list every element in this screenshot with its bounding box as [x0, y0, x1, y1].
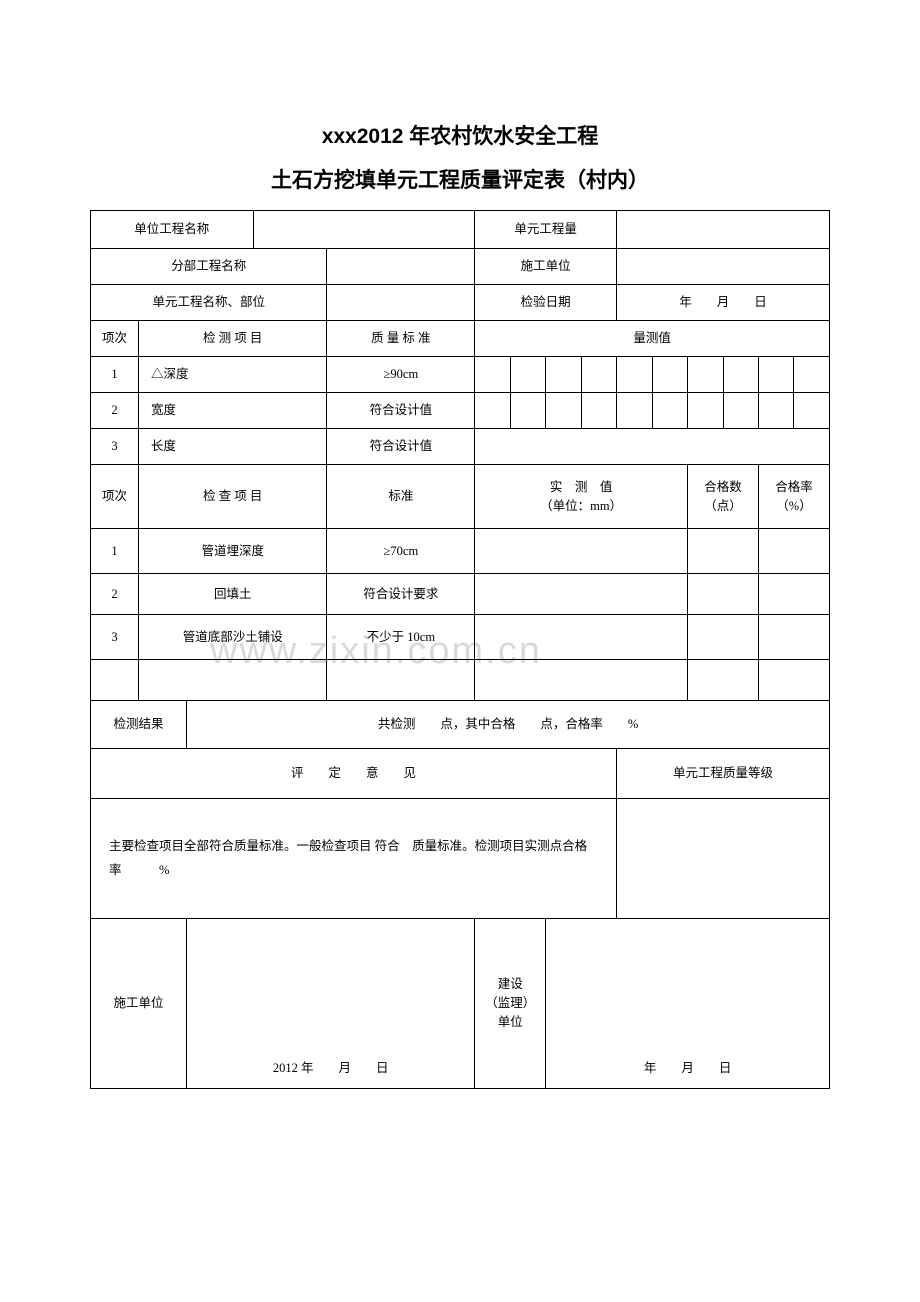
- insp-measured-label: 实 测 值 （单位：mm）: [475, 465, 688, 529]
- insp-row-standard: 符合设计要求: [327, 574, 475, 615]
- sig-construction-date: 2012 年 月 日: [187, 919, 475, 1089]
- insp-cell: [688, 660, 759, 701]
- insp-row-empty: [91, 660, 139, 701]
- sig-construction-label: 施工单位: [91, 919, 187, 1089]
- result-text: 共检测 点，其中合格 点，合格率 %: [187, 701, 830, 749]
- det-cell: [546, 393, 581, 429]
- det-cell: [546, 357, 581, 393]
- det-cell: [794, 357, 830, 393]
- det-cell: [723, 357, 758, 393]
- insp-row-seq: 2: [91, 574, 139, 615]
- det-row-seq: 3: [91, 429, 139, 465]
- det-cell: [652, 393, 687, 429]
- det-row-standard: 符合设计值: [327, 393, 475, 429]
- evaluation-form: 单位工程名称 单元工程量 分部工程名称 施工单位 单元工程名称、部位 检验日期 …: [90, 210, 830, 1089]
- det-cell: [759, 393, 794, 429]
- insp-cell: [759, 615, 830, 660]
- det-cell: [475, 393, 510, 429]
- det-cell: [581, 357, 616, 393]
- det-row-item: △深度: [139, 357, 327, 393]
- det-standard-label: 质 量 标 准: [327, 321, 475, 357]
- opinion-title: 评 定 意 见: [91, 749, 617, 799]
- sig-sup-l3: 单位: [498, 1015, 523, 1029]
- det-item-label: 检 测 项 目: [139, 321, 327, 357]
- insp-row-item: 回填土: [139, 574, 327, 615]
- insp-row-item: 管道底部沙土铺设: [139, 615, 327, 660]
- det-row-seq: 2: [91, 393, 139, 429]
- insp-pass-count-text: 合格数: [704, 480, 742, 494]
- insp-row-empty: [327, 660, 475, 701]
- det-row-item: 长度: [139, 429, 327, 465]
- unit-project-name-value: [253, 211, 475, 249]
- unit-project-part-label: 单元工程名称、部位: [91, 285, 327, 321]
- det-row-standard: ≥90cm: [327, 357, 475, 393]
- sig-sup-l2: （监理）: [485, 996, 535, 1010]
- insp-row-item: 管道埋深度: [139, 529, 327, 574]
- insp-pass-rate-text: 合格率: [775, 480, 813, 494]
- result-label: 检测结果: [91, 701, 187, 749]
- insp-cell: [759, 574, 830, 615]
- sig-supervision-label: 建设 （监理） 单位: [475, 919, 546, 1089]
- construction-unit-value: [617, 249, 830, 285]
- det-cell: [581, 393, 616, 429]
- insp-cell: [759, 529, 830, 574]
- det-measured-label: 量测值: [475, 321, 830, 357]
- inspection-date-value: 年 月 日: [617, 285, 830, 321]
- insp-item-label: 检 查 项 目: [139, 465, 327, 529]
- det-row-standard: 符合设计值: [327, 429, 475, 465]
- opinion-text: 主要检查项目全部符合质量标准。一般检查项目 符合 质量标准。检测项目实测点合格率…: [91, 799, 617, 919]
- sub-project-name-label: 分部工程名称: [91, 249, 327, 285]
- det-cell: [510, 357, 545, 393]
- det-cell: [475, 357, 510, 393]
- insp-standard-label: 标准: [327, 465, 475, 529]
- grade-label: 单元工程质量等级: [617, 749, 830, 799]
- insp-pass-rate-label: 合格率 （%）: [759, 465, 830, 529]
- unit-project-qty-value: [617, 211, 830, 249]
- sub-project-name-value: [327, 249, 475, 285]
- det-cell: [510, 393, 545, 429]
- insp-row-empty: [139, 660, 327, 701]
- insp-row-seq: 1: [91, 529, 139, 574]
- insp-cell: [759, 660, 830, 701]
- det-cell: [688, 357, 723, 393]
- insp-pass-rate-unit: （%）: [776, 499, 811, 513]
- det-cell: [475, 429, 830, 465]
- page-title-line1: xxx2012 年农村饮水安全工程: [90, 120, 830, 150]
- insp-row-standard: ≥70cm: [327, 529, 475, 574]
- insp-cell: [475, 660, 688, 701]
- insp-cell: [475, 615, 688, 660]
- det-cell: [794, 393, 830, 429]
- insp-cell: [475, 574, 688, 615]
- insp-cell: [475, 529, 688, 574]
- det-cell: [688, 393, 723, 429]
- insp-cell: [688, 574, 759, 615]
- det-seq-label: 项次: [91, 321, 139, 357]
- det-row-seq: 1: [91, 357, 139, 393]
- insp-cell: [688, 615, 759, 660]
- unit-project-name-label: 单位工程名称: [91, 211, 254, 249]
- sig-sup-l1: 建设: [498, 977, 523, 991]
- insp-pass-count-label: 合格数 （点）: [688, 465, 759, 529]
- grade-value: [617, 799, 830, 919]
- sig-supervision-date: 年 月 日: [546, 919, 830, 1089]
- insp-seq-label: 项次: [91, 465, 139, 529]
- insp-row-standard: 不少于 10cm: [327, 615, 475, 660]
- unit-project-qty-label: 单元工程量: [475, 211, 617, 249]
- det-cell: [723, 393, 758, 429]
- page-title-line2: 土石方挖填单元工程质量评定表（村内）: [90, 164, 830, 194]
- insp-pass-count-unit: （点）: [704, 499, 742, 513]
- det-row-item: 宽度: [139, 393, 327, 429]
- construction-unit-label: 施工单位: [475, 249, 617, 285]
- insp-measured-unit: （单位：mm）: [540, 499, 622, 513]
- det-cell: [759, 357, 794, 393]
- inspection-date-label: 检验日期: [475, 285, 617, 321]
- det-cell: [652, 357, 687, 393]
- det-cell: [617, 357, 652, 393]
- det-cell: [617, 393, 652, 429]
- insp-measured-text: 实 测 值: [550, 480, 613, 494]
- unit-project-part-value: [327, 285, 475, 321]
- insp-cell: [688, 529, 759, 574]
- insp-row-seq: 3: [91, 615, 139, 660]
